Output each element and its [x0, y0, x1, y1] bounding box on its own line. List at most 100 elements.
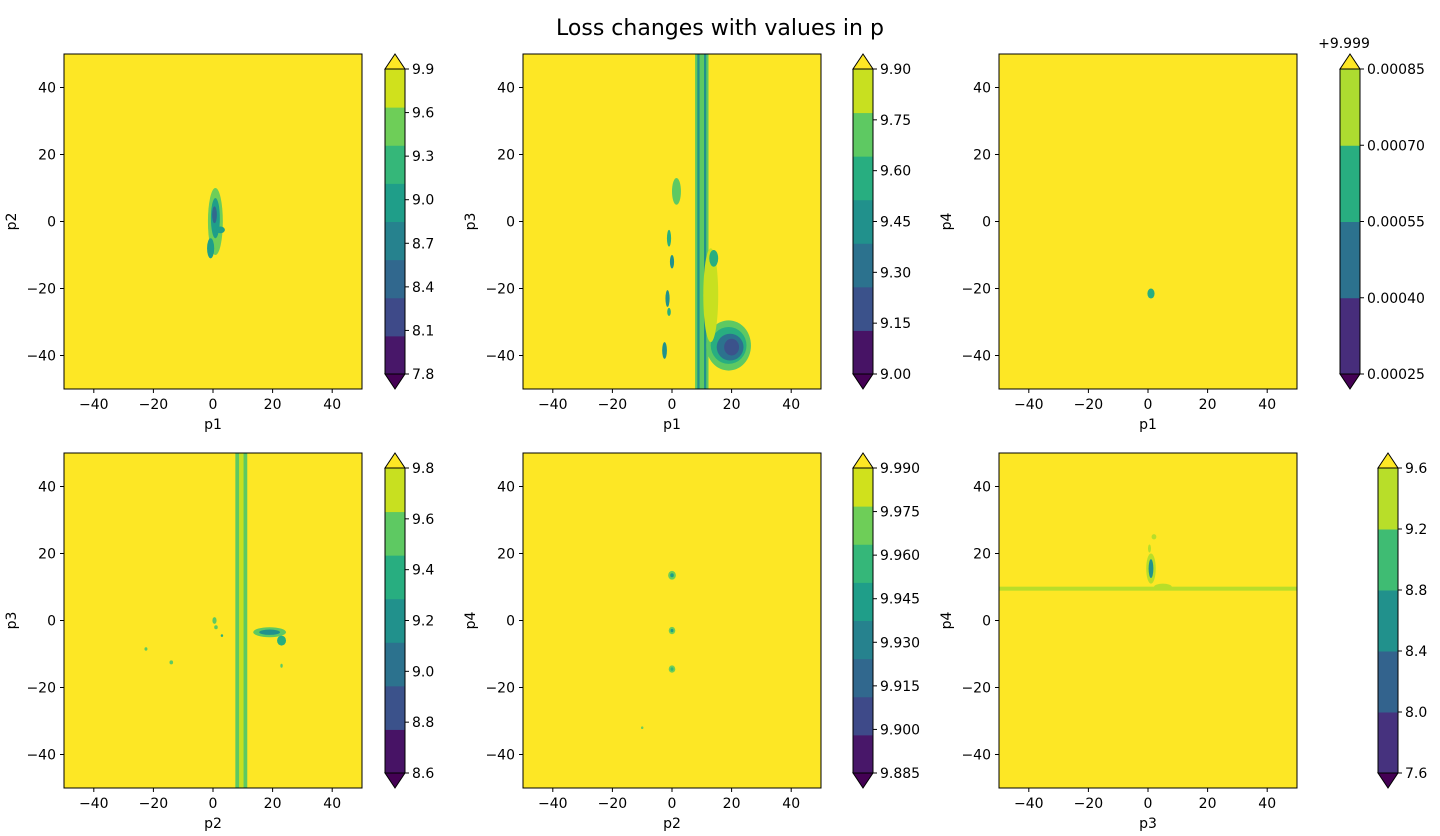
- y-tick-label: 20: [973, 148, 991, 164]
- x-tick-label: −40: [538, 397, 568, 413]
- plot-area: [999, 453, 1297, 788]
- colorbar-segment: [385, 642, 405, 687]
- x-tick-label: −20: [598, 397, 628, 413]
- colorbar: 7.6 8.0 8.4 8.8 9.2 9.6: [1377, 452, 1427, 789]
- y-tick-label: −40: [485, 349, 515, 365]
- colorbar-tick-label: 9.2: [412, 614, 434, 630]
- colorbar-segment: [1378, 468, 1398, 530]
- plot-area: [999, 54, 1297, 389]
- y-tick-label: −40: [26, 349, 56, 365]
- colorbar-tick-label: 7.6: [1405, 766, 1427, 782]
- contour-layer: [1147, 288, 1155, 299]
- contour-region: [641, 726, 644, 730]
- y-tick-label: 40: [497, 480, 515, 496]
- colorbar-segment: [1340, 145, 1360, 222]
- y-tick-label: −40: [26, 748, 56, 764]
- y-tick-label: 20: [38, 547, 56, 563]
- x-tick-label: 40: [1258, 397, 1276, 413]
- colorbar: 0.00025 0.00040 0.00055 0.00070 0.00085 +9.99…: [1318, 36, 1425, 390]
- y-tick-label: 0: [506, 215, 515, 231]
- x-tick-label: −40: [538, 796, 568, 812]
- colorbar-segment: [385, 468, 405, 513]
- x-tick-label: 0: [209, 397, 218, 413]
- y-tick-label: 40: [973, 81, 991, 97]
- colorbar-frame: [852, 467, 874, 774]
- colorbar-tick-label: 9.885: [880, 766, 920, 782]
- colorbar-segment: [385, 598, 405, 643]
- contour-band: [999, 586, 1297, 591]
- colorbar-tick-label: 0.00070: [1367, 138, 1425, 154]
- colorbar-extend-min: [852, 373, 874, 390]
- colorbar-segment: [1340, 297, 1360, 375]
- y-tick-label: 40: [38, 81, 56, 97]
- colorbar-segment: [853, 658, 873, 698]
- x-tick-label: 40: [782, 796, 800, 812]
- colorbar-segment: [853, 243, 873, 288]
- colorbar-segment: [385, 69, 405, 108]
- colorbar-segment: [1340, 69, 1360, 146]
- x-tick-label: 20: [1199, 397, 1217, 413]
- subplot-5: −40 −40 −20 −20 0 0 20 20 40 40 p2 p4 9.885 9.900 9.91…: [463, 452, 920, 832]
- colorbar-tick-label: 7.8: [412, 367, 434, 383]
- x-tick-label: 20: [264, 796, 282, 812]
- colorbar-tick-label: 8.4: [1405, 644, 1427, 660]
- contour-region: [662, 342, 667, 359]
- colorbar-tick-label: 8.1: [412, 323, 434, 339]
- x-tick-label: 20: [264, 397, 282, 413]
- colorbar-tick-label: 9.9: [412, 62, 434, 78]
- x-tick-label: 40: [1258, 796, 1276, 812]
- colorbar-tick-label: 9.990: [880, 461, 920, 477]
- y-tick-label: 40: [497, 81, 515, 97]
- colorbar-tick-label: 9.4: [412, 563, 434, 579]
- contour-region: [670, 667, 674, 671]
- colorbar-segment: [385, 183, 405, 222]
- contour-region: [212, 206, 217, 224]
- colorbar-segment: [853, 112, 873, 157]
- colorbar-segment: [1340, 221, 1360, 299]
- colorbar-extend-min: [1377, 772, 1399, 789]
- colorbar-segment: [853, 330, 873, 375]
- colorbar: 7.8 8.1 8.4 8.7 9.0 9.3 9.6 9.9: [384, 53, 434, 390]
- contour-region: [277, 635, 287, 646]
- colorbar-tick-label: 9.90: [880, 62, 911, 78]
- colorbar-extend-max: [384, 53, 406, 70]
- colorbar-extend-max: [852, 452, 874, 469]
- contour-region: [1148, 544, 1151, 553]
- subplot-4: −40 −40 −20 −20 0 0 20 20 40 40 p2 p3 8.6 8.8 9.0 9.2 9.…: [4, 452, 434, 832]
- contour-region: [212, 617, 217, 624]
- colorbar-segment: [385, 107, 405, 146]
- contour-region: [724, 338, 740, 356]
- colorbar-segment: [853, 620, 873, 660]
- colorbar-segment: [385, 145, 405, 184]
- contour-region: [215, 226, 225, 234]
- x-tick-label: −40: [1014, 397, 1044, 413]
- colorbar-tick-label: 9.960: [880, 548, 920, 564]
- y-tick-label: 0: [47, 614, 56, 630]
- x-tick-label: 40: [323, 796, 341, 812]
- colorbar-segment: [385, 511, 405, 556]
- colorbar-segment: [853, 286, 873, 331]
- colorbar-tick-label: 0.00025: [1367, 367, 1425, 383]
- colorbar-tick-label: 9.2: [1405, 522, 1427, 538]
- subplot-grid: −40 −40 −20 −20 0 0 20 20 40 40 p1 p2 7.8 8.1 8.4 8.7 9.…: [4, 36, 1427, 832]
- contour-region: [709, 249, 719, 267]
- colorbar-extend-min: [384, 373, 406, 390]
- x-axis-label: p2: [663, 816, 681, 832]
- x-tick-label: 40: [323, 397, 341, 413]
- colorbar-segment: [385, 221, 405, 261]
- colorbar-segment: [853, 696, 873, 736]
- colorbar: 9.00 9.15 9.30 9.45 9.60 9.75 9.90: [852, 53, 911, 390]
- y-axis-label: p4: [463, 612, 479, 630]
- y-axis-label: p4: [939, 612, 955, 630]
- x-tick-label: 20: [723, 397, 741, 413]
- colorbar-tick-label: 9.15: [880, 316, 911, 332]
- colorbar-tick-label: 9.00: [880, 367, 911, 383]
- colorbar-extend-max: [384, 452, 406, 469]
- x-axis-label: p1: [204, 417, 222, 433]
- y-tick-label: −40: [485, 748, 515, 764]
- contour-layer: [207, 188, 225, 259]
- colorbar-tick-label: 9.60: [880, 164, 911, 180]
- colorbar-tick-label: 8.6: [412, 766, 434, 782]
- y-tick-label: −20: [961, 681, 991, 697]
- colorbar-segment: [853, 69, 873, 114]
